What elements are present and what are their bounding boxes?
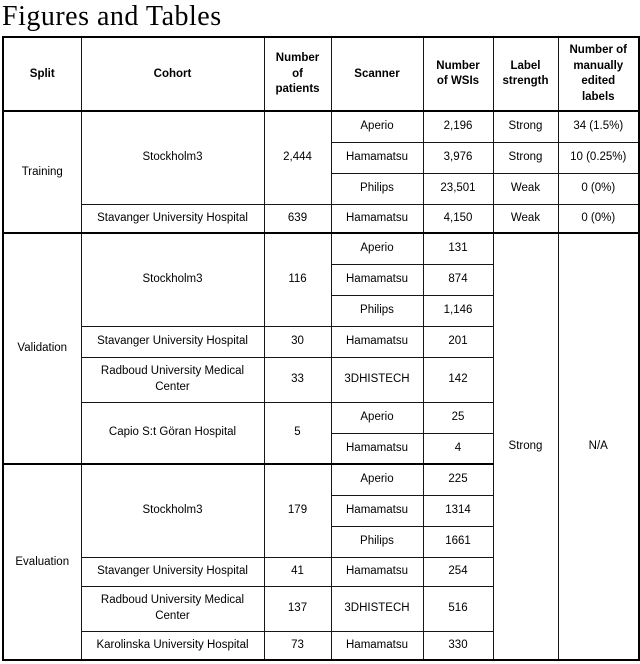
wsis-cell: 254 [422,556,494,587]
edited-labels-cell: 34 (1.5%) [557,110,640,143]
edited-labels-cell: 0 (0%) [557,203,640,234]
cohort-cell: Radboud University Medical Center [80,585,265,632]
table-row: Validation Stockholm3 116 Aperio 131 Str… [2,232,640,661]
label-strength-cell: Weak [492,203,559,234]
label-strength-cell: Strong [492,110,559,143]
scanner-cell: Hamamatsu [330,325,424,358]
patients-cell: 116 [263,232,332,327]
col-header-patients: Number of patients [263,36,332,113]
table-row: Hamamatsu 3,976 Strong 10 (0.25%) [3,141,640,174]
scanner-cell: Aperio [330,401,424,434]
split-cell: Training [2,110,82,234]
patients-cell: 2,444 [263,110,332,205]
col-header-split: Split [2,36,82,113]
cohort-cell: Stockholm3 [80,463,265,558]
table-row: Philips 23,501 Weak 0 (0%) [3,172,640,205]
patients-cell: 639 [263,203,332,234]
cohort-cell: Stavanger University Hospital [80,556,265,587]
wsis-cell: 131 [422,232,494,265]
wsis-cell: 2,196 [422,110,494,143]
dataset-split-table: Split Cohort Number of patients Scanner … [2,36,640,662]
scanner-cell: Hamamatsu [330,494,424,527]
cohort-cell: Stavanger University Hospital [80,325,265,358]
table-row: Hamamatsu 874 [3,263,639,296]
patients-cell: 179 [263,463,332,558]
table-row: Philips 1,146 [3,294,639,327]
wsis-cell: 201 [422,325,494,358]
patients-cell: 33 [263,356,332,403]
table-row: Stavanger University Hospital 639 Hamama… [3,203,640,234]
scanner-cell: Philips [330,525,424,558]
patients-cell: 73 [263,630,332,661]
wsis-cell: 4,150 [422,203,494,234]
col-header-scanner: Scanner [330,36,424,113]
table-row: Radboud University Medical Center 137 3D… [3,585,639,632]
wsis-cell: 330 [422,630,494,661]
wsis-cell: 516 [422,585,494,632]
split-cell: Validation [2,232,82,465]
cohort-cell: Capio S:t Göran Hospital [80,401,265,465]
patients-cell: 41 [263,556,332,587]
table-row: Karolinska University Hospital 73 Hamama… [3,630,639,661]
col-header-wsis: Number of WSIs [422,36,494,113]
scanner-cell: Hamamatsu [330,263,424,296]
edited-labels-cell: 0 (0%) [557,172,640,205]
table-row: Philips 1661 [3,525,639,558]
scanner-cell: Hamamatsu [330,432,424,465]
table-row: Training Stockholm3 2,444 Aperio 2,196 S… [2,110,640,234]
wsis-cell: 874 [422,263,494,296]
page-title: Figures and Tables [2,1,222,32]
split-cell: Evaluation [2,463,82,661]
scanner-cell: Hamamatsu [330,556,424,587]
cohort-cell: Stavanger University Hospital [80,203,265,234]
table-row: Radboud University Medical Center 33 3DH… [3,356,639,403]
table-row: Hamamatsu 4 [3,432,639,465]
wsis-cell: 1661 [422,525,494,558]
patients-cell: 5 [263,401,332,465]
edited-labels-cell: 10 (0.25%) [557,141,640,174]
wsis-cell: 23,501 [422,172,494,205]
cohort-cell: Karolinska University Hospital [80,630,265,661]
wsis-cell: 25 [422,401,494,434]
wsis-cell: 1,146 [422,294,494,327]
table-row: Stavanger University Hospital 30 Hamamat… [3,325,639,358]
scanner-cell: 3DHISTECH [330,356,424,403]
label-strength-cell: Strong [492,141,559,174]
scanner-cell: Hamamatsu [330,630,424,661]
scanner-cell: Philips [330,294,424,327]
wsis-cell: 3,976 [422,141,494,174]
wsis-cell: 142 [422,356,494,403]
table-row: Evaluation Stockholm3 179 Aperio 225 [2,463,639,661]
scanner-cell: Philips [330,172,424,205]
cohort-cell: Radboud University Medical Center [80,356,265,403]
col-header-label-strength: Label strength [492,36,559,113]
scanner-cell: Aperio [330,110,424,143]
cohort-cell: Stockholm3 [80,232,265,327]
col-header-edited-labels: Number of manually edited labels [557,36,640,113]
label-strength-merged-cell: Strong [492,232,559,661]
wsis-cell: 4 [422,432,494,465]
table-row: Stavanger University Hospital 41 Hamamat… [3,556,639,587]
col-header-cohort: Cohort [80,36,265,113]
scanner-cell: Aperio [330,463,424,496]
patients-cell: 30 [263,325,332,358]
scanner-cell: Hamamatsu [330,141,424,174]
patients-cell: 137 [263,585,332,632]
scanner-cell: Aperio [330,232,424,265]
wsis-cell: 1314 [422,494,494,527]
scanner-cell: 3DHISTECH [330,585,424,632]
header-row: Split Cohort Number of patients Scanner … [2,36,640,113]
edited-labels-merged-cell: N/A [557,232,640,661]
cohort-cell: Stockholm3 [80,110,265,205]
wsis-cell: 225 [422,463,494,496]
label-strength-cell: Weak [492,172,559,205]
table-row: Capio S:t Göran Hospital 5 Aperio 25 [3,401,639,465]
scanner-cell: Hamamatsu [330,203,424,234]
